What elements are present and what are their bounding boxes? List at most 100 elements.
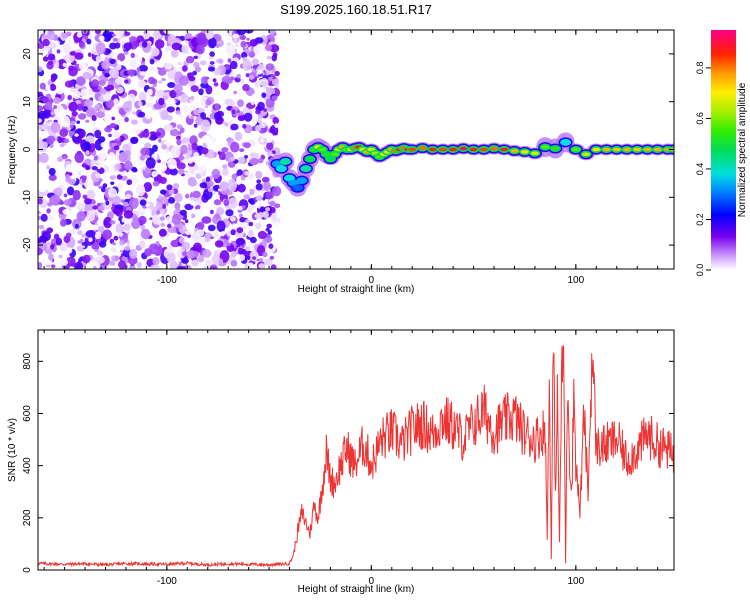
noise-cell <box>134 52 142 59</box>
noise-cell <box>268 30 276 35</box>
noise-cell <box>68 101 78 112</box>
noise-cell <box>225 209 234 217</box>
noise-cell <box>126 179 133 186</box>
noise-cell <box>38 139 45 149</box>
noise-cell <box>185 230 192 235</box>
noise-cell <box>55 87 65 95</box>
noise-cell <box>104 126 113 133</box>
noise-cell <box>160 263 167 269</box>
noise-cell <box>164 47 170 52</box>
noise-cell <box>70 86 75 92</box>
noise-cell <box>196 32 207 46</box>
noise-cell <box>202 249 212 258</box>
noise-cell <box>114 163 122 171</box>
noise-cell <box>244 155 249 159</box>
noise-cell <box>269 44 280 53</box>
noise-cell <box>252 64 258 69</box>
figure-title: S199.2025.160.18.51.R17 <box>280 2 432 17</box>
noise-cell <box>180 144 188 155</box>
noise-cell <box>272 116 280 125</box>
noise-cell <box>125 122 130 127</box>
noise-cell <box>235 237 246 246</box>
noise-cell <box>200 204 209 213</box>
noise-cell <box>46 135 56 145</box>
noise-cell <box>101 60 111 70</box>
noise-cell <box>144 112 152 120</box>
noise-cell <box>111 116 116 121</box>
noise-cell <box>87 52 92 57</box>
noise-cell <box>144 154 150 159</box>
noise-cell <box>166 184 173 191</box>
noise-cell <box>151 78 158 85</box>
noise-cell <box>181 258 189 264</box>
noise-cell <box>132 125 142 135</box>
noise-cell <box>65 232 72 238</box>
noise-cell <box>177 168 185 175</box>
noise-cell <box>221 147 229 153</box>
noise-cell <box>193 55 198 60</box>
noise-cell <box>94 129 102 139</box>
noise-cell <box>59 143 65 148</box>
noise-cell <box>81 163 88 168</box>
noise-cell <box>182 65 188 72</box>
noise-cell <box>239 213 243 218</box>
noise-cell <box>171 42 182 51</box>
noise-cell <box>117 53 126 62</box>
noise-cell <box>193 152 200 159</box>
noise-cell <box>176 162 186 170</box>
noise-cell <box>80 88 90 99</box>
noise-cell <box>115 77 123 85</box>
noise-cell <box>270 264 277 269</box>
colorbar: 0.0 0.2 0.4 0.6 0.8 Normalized spectral ampl… <box>695 30 748 276</box>
noise-cell <box>63 193 68 198</box>
noise-cell <box>60 219 67 227</box>
noise-cell <box>190 200 195 206</box>
noise-cell <box>144 142 152 149</box>
noise-cell <box>167 69 176 80</box>
noise-cell <box>222 164 228 169</box>
noise-cell <box>98 178 103 182</box>
noise-cell <box>104 73 110 78</box>
noise-cell <box>189 135 198 146</box>
noise-cell <box>62 43 72 54</box>
noise-cell <box>75 202 86 211</box>
noise-cell <box>205 176 211 182</box>
noise-cell <box>235 44 240 47</box>
noise-cell <box>196 229 205 237</box>
y-tick-label: 20 <box>22 48 33 60</box>
noise-cell <box>129 59 137 68</box>
noise-cell <box>110 181 115 185</box>
noise-cell <box>156 90 165 97</box>
noise-cell <box>256 179 262 184</box>
noise-cell <box>97 136 106 143</box>
noise-cell <box>194 101 199 106</box>
noise-cell <box>48 167 56 176</box>
colorbar-gradient <box>711 30 736 270</box>
noise-cell <box>213 82 219 87</box>
noise-cell <box>74 133 79 137</box>
noise-cell <box>95 111 105 118</box>
noise-cell <box>113 145 120 151</box>
noise-cell <box>176 89 181 94</box>
noise-cell <box>268 76 273 82</box>
noise-cell <box>159 216 165 221</box>
noise-cell <box>159 176 167 185</box>
noise-cell <box>75 224 79 229</box>
noise-cell <box>112 33 116 37</box>
noise-cell <box>65 164 75 173</box>
ridge-cell <box>296 177 308 185</box>
noise-cell <box>76 31 83 38</box>
ridge-peak <box>592 147 601 152</box>
noise-cell <box>224 65 230 70</box>
noise-cell <box>78 40 85 48</box>
noise-cell <box>266 132 273 138</box>
noise-cell <box>95 42 106 55</box>
noise-cell <box>129 265 136 269</box>
ridge-peak <box>510 149 519 153</box>
noise-cell <box>44 101 53 111</box>
noise-cell <box>223 199 230 207</box>
spectrogram-y-axis: -20 -10 0 10 20 <box>22 48 674 252</box>
noise-cell <box>167 158 177 170</box>
noise-cell <box>243 142 251 149</box>
